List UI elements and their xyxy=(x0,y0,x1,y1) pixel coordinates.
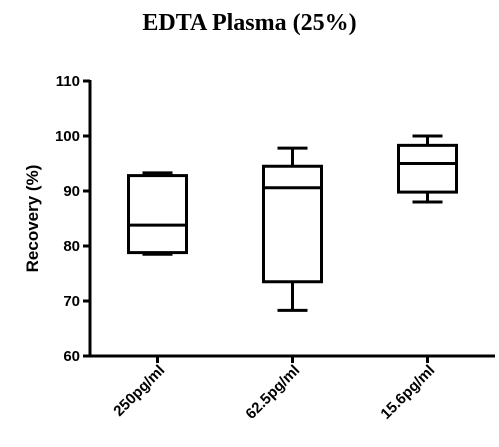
y-tick-label: 60 xyxy=(63,348,80,365)
box-250pg-ml xyxy=(127,171,188,256)
box-iqr xyxy=(127,174,188,255)
box-62-5pg-ml xyxy=(262,146,323,312)
box-iqr xyxy=(262,164,323,284)
x-tick-label: 62.5pg/ml xyxy=(242,362,303,423)
box-iqr xyxy=(397,143,458,194)
box-series xyxy=(127,134,458,312)
y-tick-label: 110 xyxy=(56,73,80,90)
y-axis: 60 70 80 90 100 110 xyxy=(55,73,92,365)
y-axis-title: Recovery (%) xyxy=(23,165,42,273)
y-tick-label: 80 xyxy=(63,238,80,255)
x-axis: 250pg/ml 62.5pg/ml 15.6pg/ml xyxy=(88,354,495,423)
x-ticks: 250pg/ml 62.5pg/ml 15.6pg/ml xyxy=(110,356,438,423)
chart-title: EDTA Plasma (25%) xyxy=(142,10,357,36)
x-tick-label: 15.6pg/ml xyxy=(377,362,438,423)
box-15-6pg-ml xyxy=(397,134,458,204)
x-tick-label: 250pg/ml xyxy=(110,362,168,420)
y-tick-label: 70 xyxy=(63,293,80,310)
y-tick-label: 100 xyxy=(55,128,80,145)
y-ticks: 60 70 80 90 100 110 xyxy=(55,73,90,365)
y-tick-label: 90 xyxy=(63,183,80,200)
